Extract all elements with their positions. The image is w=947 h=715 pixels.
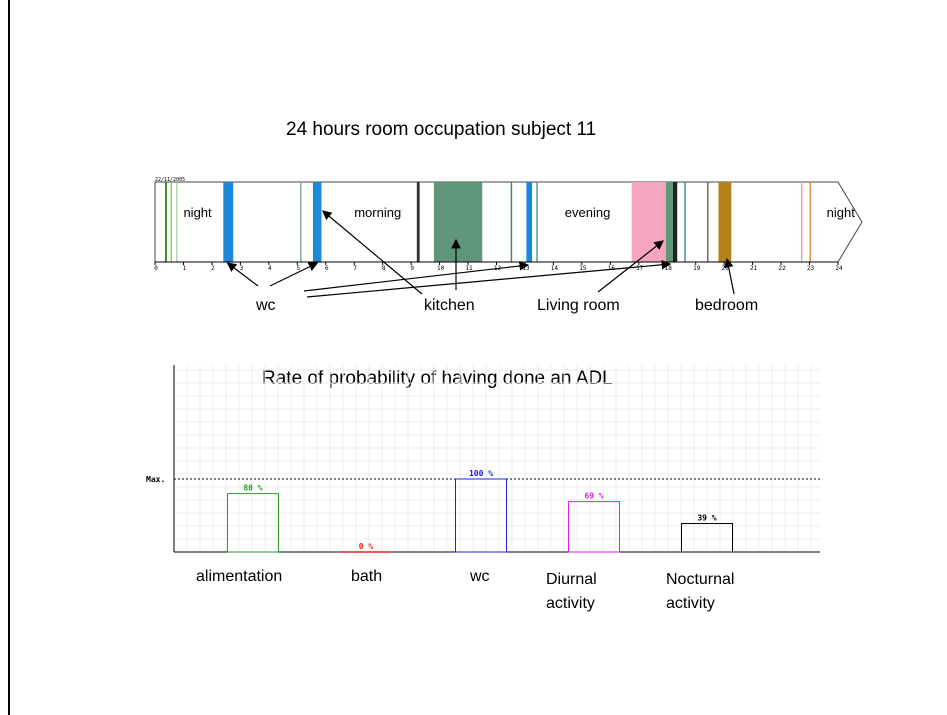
pointer-arrow [269,262,319,287]
room-occupation-timeline: 0123456789101112131415161718192021222324… [154,177,863,298]
occupation-segment [433,182,483,262]
timeline-period-label: evening [565,205,611,220]
occupation-segment [526,182,533,262]
timeline-tick-label: 9 [410,265,414,272]
category-label-alimentation: alimentation [196,568,283,585]
bar-value-label: 100 % [469,469,493,478]
pointer-arrow [597,240,664,293]
timeline-tick-label: 16 [608,265,616,272]
occupation-segment [300,182,302,262]
timeline-tick-label: 5 [296,265,300,272]
bar [681,523,733,553]
adl-chart-title: Rate of probability of having done an AD… [262,368,613,389]
timeline-tick-label: 2 [211,265,215,272]
category-label-nocturnal-activity: Nocturnal activity [666,571,735,612]
label-kitchen: kitchen [424,297,475,314]
timeline-period-label: night [827,205,856,220]
timeline-tick-label: 22 [778,265,786,272]
timeline-date: 22/11/2005 [155,177,185,183]
timeline-title: 24 hours room occupation subject 11 [286,119,597,140]
occupation-segment [416,182,420,262]
timeline-tick-label: 19 [693,265,701,272]
occupation-segment [665,182,673,262]
bar [568,501,620,553]
timeline-tick-label: 14 [551,265,559,272]
timeline-tick-label: 1 [183,265,187,272]
timeline-tick-label: 17 [636,265,644,272]
timeline-tick-label: 3 [240,265,244,272]
occupation-segment [223,182,234,262]
timeline-period-label: night [183,205,212,220]
timeline-tick-label: 6 [325,265,329,272]
timeline-tick-label: 0 [154,265,158,272]
max-label: Max. [146,475,165,484]
occupation-segment [510,182,513,262]
occupation-segment [631,182,666,262]
occupation-segment [809,182,811,262]
occupation-segment [707,182,709,262]
occupation-segment [170,182,173,262]
timeline-tick-label: 20 [722,265,730,272]
bar [227,493,279,553]
occupation-segment [312,182,322,262]
bar-value-label: 69 % [584,492,603,501]
pointer-arrow [306,259,672,298]
timeline-frame [154,181,863,263]
timeline-tick-label: 11 [465,265,473,272]
pointer-arrow [723,257,735,295]
category-label-wc: wc [470,568,490,585]
occupation-segment [164,182,167,262]
timeline-tick-label: 15 [579,265,587,272]
timeline-period-label: morning [354,205,401,220]
category-label-bath: bath [351,568,383,585]
timeline-tick-label: 8 [382,265,386,272]
label-living-room: Living room [537,297,620,314]
timeline-tick-label: 18 [665,265,673,272]
bar-value-label: 0 % [359,542,374,551]
timeline-tick-label: 7 [353,265,357,272]
pointer-arrow [321,210,423,295]
bar-value-label: 80 % [243,484,262,493]
pointer-arrow [303,261,529,292]
occupation-segment [684,182,686,262]
category-label-diurnal-activity: Diurnal activity [546,571,597,612]
label-bedroom: bedroom [695,297,759,314]
label-wc: wc [256,297,276,314]
pointer-arrow [226,262,259,287]
slide-left-border [8,0,10,715]
occupation-segment [536,182,538,262]
occupation-segment [801,182,803,262]
bar [455,478,507,553]
occupation-segment [672,182,678,262]
timeline-tick-label: 24 [835,265,843,272]
timeline-tick-label: 4 [268,265,272,272]
occupation-segment [718,182,732,262]
timeline-tick-label: 23 [807,265,815,272]
timeline-tick-label: 21 [750,265,758,272]
bar-value-label: 39 % [697,514,716,523]
occupation-segment [176,182,178,262]
timeline-tick-label: 10 [437,265,445,272]
